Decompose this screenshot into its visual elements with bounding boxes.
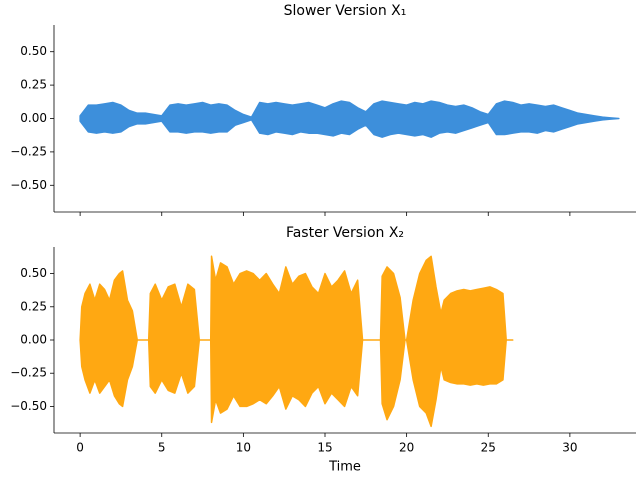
chart-title: Faster Version X₂ [286,225,404,241]
waveform [79,100,620,138]
y-tick-label: 0.00 [20,333,47,347]
x-axis-label: Time [328,460,361,475]
chart-title: Slower Version X₁ [284,3,407,19]
y-tick-label: −0.50 [10,178,47,192]
x-tick-label: 15 [317,441,332,455]
x-tick-label: 5 [158,441,166,455]
y-tick-label: 0.50 [20,44,47,58]
y-tick-label: 0.50 [20,266,47,280]
y-tick-label: −0.25 [10,144,47,158]
y-tick-label: 0.25 [20,78,47,92]
y-tick-label: −0.25 [10,366,47,380]
waveform [79,255,514,428]
x-tick-label: 20 [399,441,414,455]
x-tick-label: 30 [562,441,577,455]
y-tick-label: −0.50 [10,399,47,413]
y-tick-label: 0.00 [20,111,47,125]
x-tick-label: 10 [236,441,251,455]
x-tick-label: 25 [481,441,496,455]
y-tick-label: 0.25 [20,299,47,313]
x-tick-label: 0 [76,441,84,455]
